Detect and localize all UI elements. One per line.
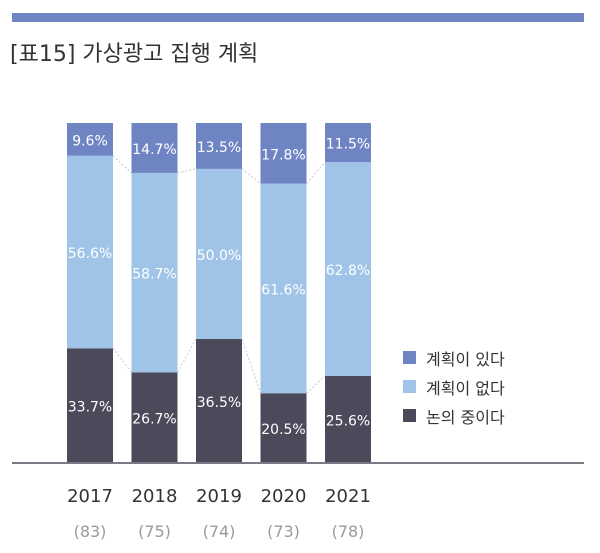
data-label-considering-2017: 33.7%	[68, 400, 112, 416]
bar-considering-2019	[196, 338, 242, 463]
bar-plan-yes-2017	[67, 123, 113, 156]
chart-title: [표15] 가상광고 집행 계획	[10, 42, 259, 67]
bar-plan-no-2020	[260, 183, 307, 394]
data-label-plan-yes-2018: 14.7%	[132, 142, 176, 158]
data-label-plan-yes-2019: 13.5%	[197, 140, 241, 156]
bar-plan-no-2019	[196, 168, 242, 339]
data-label-considering-2021: 25.6%	[326, 413, 370, 429]
data-label-plan-yes-2020: 17.8%	[261, 147, 305, 163]
x-tick-label-2020: 2020	[261, 486, 307, 507]
bar-plan-yes-2020	[260, 123, 307, 184]
connector-line	[306, 161, 326, 184]
connector-line	[112, 155, 132, 174]
legend-swatch-plan-yes	[403, 351, 416, 364]
bar-plan-yes-2021	[325, 123, 371, 163]
connector-line	[112, 348, 132, 373]
bar-considering-2018	[131, 372, 178, 463]
bar-considering-2017	[67, 348, 113, 463]
legend-label-plan-no: 계획이 없다	[426, 378, 505, 398]
legend: 계획이 있다 계획이 없다 논의 중이다	[403, 343, 505, 430]
legend-swatch-plan-no	[403, 380, 416, 393]
data-label-plan-no-2018: 58.7%	[132, 267, 176, 283]
bar-plan-no-2017	[67, 155, 113, 349]
connector-line	[241, 338, 261, 394]
x-tick-label-2018: 2018	[132, 486, 178, 507]
bar-plan-no-2021	[325, 162, 371, 376]
data-label-considering-2020: 20.5%	[261, 422, 305, 438]
bar-considering-2020	[260, 393, 307, 463]
legend-label-considering: 논의 중이다	[426, 407, 505, 427]
connector-line	[306, 375, 326, 394]
sample-size-label-2019: (74)	[203, 522, 236, 541]
sample-size-label-2020: (73)	[267, 522, 300, 541]
data-label-plan-yes-2021: 11.5%	[326, 137, 370, 153]
data-label-plan-no-2020: 61.6%	[261, 282, 305, 298]
sample-size-label-2017: (83)	[74, 522, 107, 541]
data-label-plan-no-2021: 62.8%	[326, 263, 370, 279]
legend-item-considering: 논의 중이다	[403, 401, 505, 430]
data-label-considering-2019: 36.5%	[197, 395, 241, 411]
data-label-plan-yes-2017: 9.6%	[72, 133, 108, 149]
connector-line	[177, 168, 197, 174]
legend-swatch-considering	[403, 409, 416, 422]
legend-item-plan-yes: 계획이 있다	[403, 343, 505, 372]
data-label-plan-no-2017: 56.6%	[68, 246, 112, 262]
data-label-plan-no-2019: 50.0%	[197, 248, 241, 264]
legend-item-plan-no: 계획이 없다	[403, 372, 505, 401]
bar-considering-2021	[325, 375, 371, 463]
sample-size-label-2018: (75)	[138, 522, 171, 541]
sample-size-label-2021: (78)	[332, 522, 365, 541]
bar-plan-yes-2018	[131, 123, 178, 173]
x-tick-label-2019: 2019	[196, 486, 242, 507]
x-tick-label-2017: 2017	[67, 486, 113, 507]
x-tick-label-2021: 2021	[325, 486, 371, 507]
connector-line	[241, 168, 261, 184]
legend-label-plan-yes: 계획이 있다	[426, 349, 505, 369]
data-label-considering-2018: 26.7%	[132, 412, 176, 428]
title-bar-accent	[12, 13, 584, 22]
bar-plan-yes-2019	[196, 123, 242, 169]
connector-line	[177, 338, 197, 373]
bar-plan-no-2018	[131, 172, 178, 373]
